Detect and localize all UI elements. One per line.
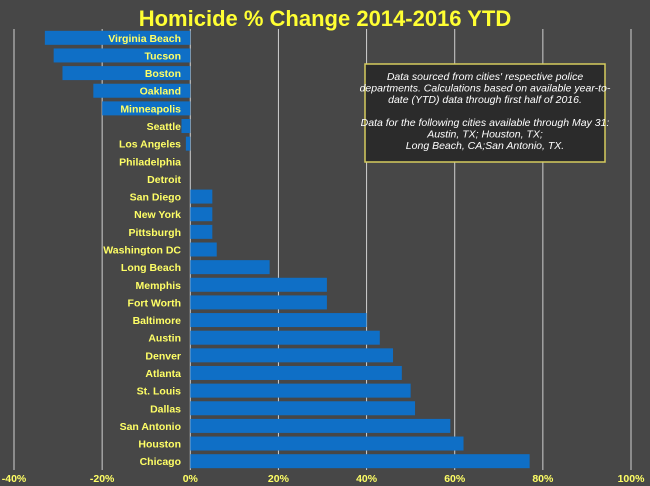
- annotation-line: Austin, TX; Houston, TX;: [426, 129, 543, 141]
- category-label: Boston: [145, 68, 181, 80]
- category-label: Baltimore: [133, 315, 182, 327]
- bar: [190, 277, 327, 292]
- bar: [190, 330, 380, 345]
- category-label: Los Angeles: [119, 139, 181, 151]
- category-label: Pittsburgh: [129, 227, 182, 239]
- x-tick-label: 100%: [618, 473, 646, 485]
- bar: [190, 295, 327, 310]
- category-label: Chicago: [140, 456, 181, 468]
- bar: [102, 101, 191, 116]
- annotation-line: Data sourced from cities' respective pol…: [387, 71, 583, 83]
- bar: [190, 242, 217, 257]
- category-label: Houston: [138, 439, 181, 451]
- category-label: Long Beach: [121, 262, 181, 274]
- category-label: Dallas: [150, 403, 181, 415]
- annotation-line: date (YTD) data through first half of 20…: [388, 94, 582, 106]
- x-tick-label: 0%: [183, 473, 199, 485]
- bar: [93, 83, 191, 98]
- x-tick-label: 20%: [268, 473, 290, 485]
- bar: [190, 418, 451, 433]
- category-label: Detroit: [147, 174, 181, 186]
- category-label: Seattle: [147, 121, 182, 133]
- category-label: Denver: [145, 350, 181, 362]
- category-label: St. Louis: [137, 386, 181, 398]
- x-tick-label: -20%: [90, 473, 115, 485]
- category-label: Virginia Beach: [108, 33, 181, 45]
- category-label: Tucson: [144, 50, 181, 62]
- x-tick-label: -40%: [2, 473, 27, 485]
- bar: [190, 348, 394, 363]
- category-label: Washington DC: [103, 245, 181, 257]
- x-axis-ticks: -40% -20% 0% 20% 40% 60% 80% 100%: [2, 473, 645, 485]
- category-label: Fort Worth: [128, 297, 181, 309]
- category-label: Atlanta: [145, 368, 181, 380]
- category-labels: Virginia Beach Tucson Boston Oakland Minneap…: [103, 33, 181, 468]
- x-tick-label: 60%: [444, 473, 466, 485]
- annotation-line: Long Beach, CA;San Antonio, TX.: [406, 140, 564, 152]
- bar: [190, 454, 530, 469]
- annotation-text: Data sourced from cities' respective pol…: [360, 71, 611, 152]
- bar: [185, 136, 191, 151]
- category-label: New York: [134, 209, 181, 221]
- annotation-box: Data sourced from cities' respective pol…: [360, 63, 611, 163]
- chart-title: Homicide % Change 2014-2016 YTD: [139, 6, 512, 31]
- bar: [181, 119, 191, 134]
- bar: [62, 66, 191, 81]
- bar: [53, 48, 191, 63]
- category-label: Austin: [148, 333, 181, 345]
- bar: [44, 30, 191, 45]
- annotation-line: departments. Calculations based on avail…: [360, 83, 611, 95]
- bar: [190, 189, 213, 204]
- bar: [190, 365, 402, 380]
- x-tick-label: 80%: [532, 473, 554, 485]
- bar: [190, 313, 367, 328]
- bar: [190, 224, 213, 239]
- category-label: Minneapolis: [120, 103, 181, 115]
- bar: [190, 401, 416, 416]
- bars: [44, 30, 530, 469]
- bar: [190, 383, 411, 398]
- category-label: Oakland: [140, 86, 181, 98]
- category-label: San Diego: [130, 192, 181, 204]
- category-label: Philadelphia: [119, 156, 181, 168]
- category-label: Memphis: [135, 280, 181, 292]
- x-tick-label: 40%: [356, 473, 378, 485]
- bar: [190, 436, 464, 451]
- annotation-background: [364, 63, 606, 163]
- bar: [190, 207, 213, 222]
- bar: [190, 260, 270, 275]
- annotation-line: Data for the following cities available …: [361, 117, 610, 129]
- category-label: San Antonio: [120, 421, 181, 433]
